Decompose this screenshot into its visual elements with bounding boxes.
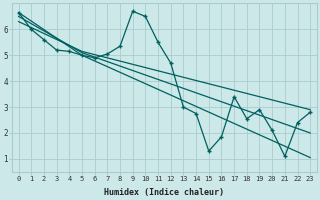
X-axis label: Humidex (Indice chaleur): Humidex (Indice chaleur) xyxy=(104,188,224,197)
